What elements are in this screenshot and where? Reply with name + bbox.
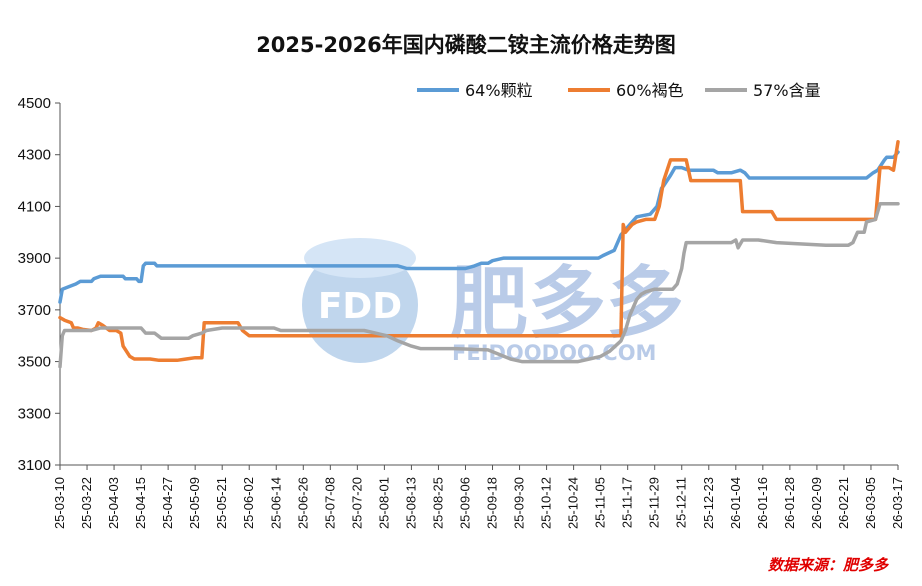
legend-label-3: 57%含量 (753, 81, 821, 100)
x-tick-label: 25-08-25 (430, 477, 445, 529)
y-tick-label: 4100 (18, 198, 51, 215)
x-tick-label: 25-11-29 (647, 477, 662, 528)
x-tick-label: 25-06-14 (268, 477, 283, 529)
y-tick-label: 4500 (18, 95, 51, 112)
x-tick-label: 26-01-16 (755, 477, 770, 529)
x-tick-label: 25-05-21 (214, 477, 229, 529)
x-tick-label: 25-09-30 (512, 477, 527, 529)
x-tick-label: 25-06-26 (295, 477, 310, 529)
x-tick-label: 25-11-17 (620, 477, 635, 528)
x-tick-label: 26-02-09 (809, 477, 824, 529)
x-tick-label: 25-04-27 (160, 477, 175, 529)
legend-label-2: 60%褐色 (616, 81, 684, 100)
x-tick-label: 25-05-09 (187, 477, 202, 529)
x-tick-label: 25-12-11 (674, 477, 689, 528)
watermark-logo-swoosh (304, 238, 416, 278)
x-tick-label: 25-04-15 (133, 477, 148, 529)
series-line-1 (58, 150, 900, 304)
x-tick-label: 26-03-05 (863, 477, 878, 529)
y-axis: 3100 3300 3500 3700 3900 4100 4300 4500 (18, 95, 61, 474)
x-tick-label: 25-12-23 (701, 477, 716, 529)
y-tick-label: 4300 (18, 147, 51, 164)
x-tick-label: 26-01-28 (782, 477, 797, 529)
x-tick-label: 25-03-22 (79, 477, 94, 529)
x-tick-label: 25-07-08 (322, 477, 337, 529)
x-axis: 25-03-10 25-03-22 25-04-03 25-04-15 25-04-27… (52, 464, 905, 529)
y-tick-label: 3500 (18, 354, 51, 371)
x-tick-label: 25-10-12 (539, 477, 554, 529)
x-tick-label: 25-09-06 (457, 477, 472, 529)
x-tick-label: 25-09-18 (485, 477, 500, 529)
y-tick-label: 3900 (18, 250, 51, 267)
x-tick-label: 25-08-13 (403, 477, 418, 529)
x-tick-label: 25-11-05 (593, 477, 608, 528)
chart-title: 2025-2026年国内磷酸二铵主流价格走势图 (256, 33, 676, 57)
y-tick-label: 3300 (18, 405, 51, 422)
series-layer (58, 140, 900, 369)
series-line-3 (58, 202, 900, 369)
x-tick-label: 25-10-24 (566, 477, 581, 529)
x-tick-label: 25-03-10 (52, 477, 67, 529)
watermark-logo-text: FDD (318, 286, 402, 327)
x-tick-label: 25-08-01 (376, 477, 391, 529)
x-tick-label: 26-02-21 (836, 477, 851, 529)
legend: 64%颗粒 60%褐色 57%含量 (417, 81, 821, 100)
legend-label-1: 64%颗粒 (465, 81, 533, 100)
x-tick-label: 25-04-03 (106, 477, 121, 529)
watermark: FDD 肥多多 FEIDOODOO.COM (302, 238, 684, 365)
x-tick-label: 25-07-20 (349, 477, 364, 529)
x-tick-label: 26-01-04 (728, 477, 743, 529)
source-annotation: 数据来源：肥多多 (768, 556, 889, 574)
x-tick-label: 25-06-02 (241, 477, 256, 529)
y-tick-label: 3700 (18, 302, 51, 319)
x-tick-label: 26-03-17 (890, 477, 905, 529)
y-tick-label: 3100 (18, 457, 51, 474)
